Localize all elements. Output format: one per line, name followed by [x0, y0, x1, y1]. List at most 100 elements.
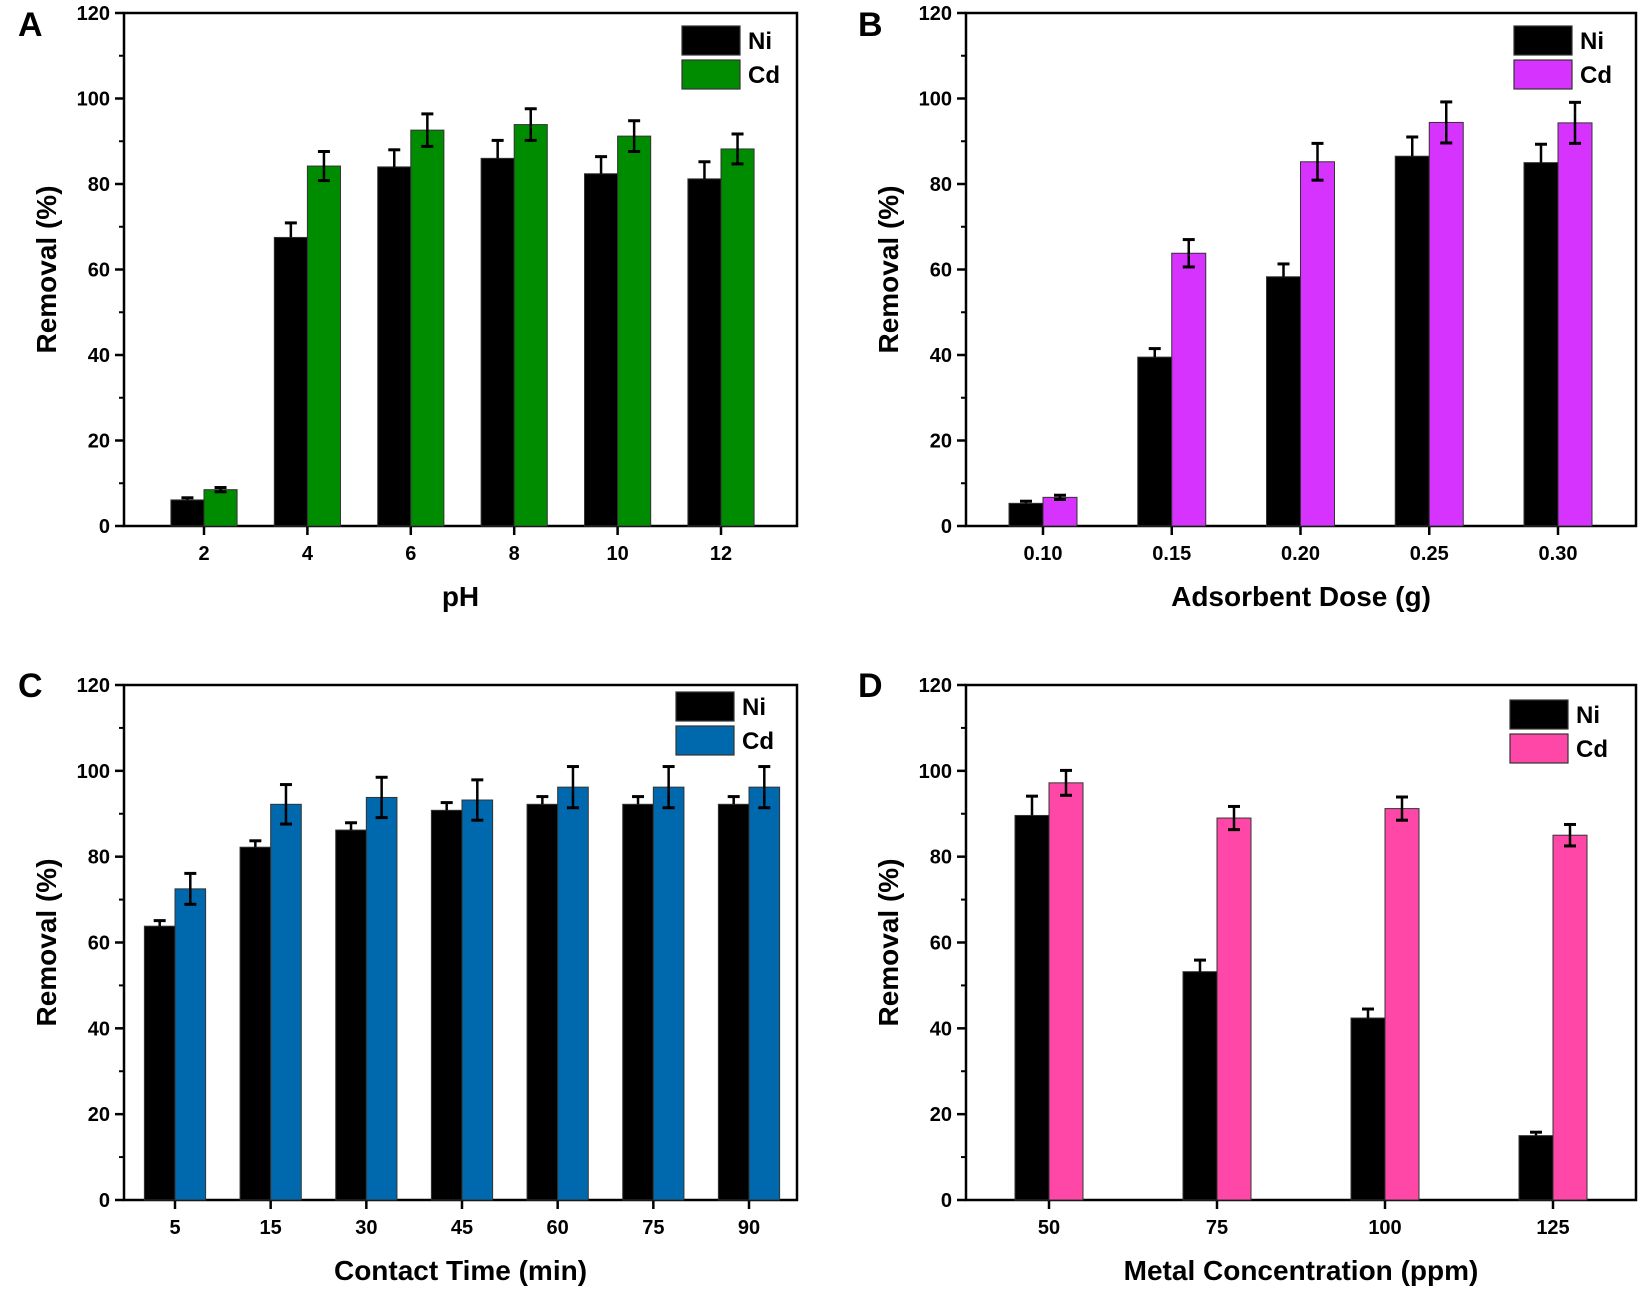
y-tick-label: 120 — [77, 675, 110, 697]
error-bar-ni — [388, 148, 401, 167]
bar-ni — [717, 803, 750, 1201]
error-bar-cd — [758, 765, 771, 810]
y-tick-label: 120 — [77, 3, 110, 25]
bar-cd — [513, 124, 548, 527]
y-tick-label: 60 — [930, 933, 952, 955]
bar-ni — [1266, 276, 1301, 527]
x-tick-label: 0.25 — [1410, 543, 1449, 565]
error-bar-ni — [181, 496, 194, 500]
x-tick-label: 100 — [1368, 1217, 1401, 1239]
y-tick-label: 80 — [88, 174, 110, 196]
y-tick-label: 60 — [88, 260, 110, 282]
x-tick-label: 8 — [509, 543, 520, 565]
bar-cd — [1384, 808, 1420, 1201]
y-tick-label: 40 — [88, 345, 110, 367]
bar-ni — [335, 829, 367, 1201]
legend-label-ni: Ni — [742, 694, 766, 721]
panel-c: C 0 20 40 60 80 100 120 Removal (%) 5 15 30 45 60 75 90… — [18, 667, 799, 1286]
bar-ni — [480, 157, 515, 527]
bar-ni — [377, 166, 412, 527]
y-tick-label: 120 — [919, 3, 952, 25]
y-tick-label: 80 — [930, 847, 952, 869]
y-tick-label: 20 — [930, 1104, 952, 1126]
bar-cd — [617, 135, 652, 527]
error-bar-cd — [421, 112, 434, 148]
bar-ni — [1008, 502, 1044, 527]
error-bar-cd — [214, 486, 227, 494]
y-tick-label: 80 — [88, 847, 110, 869]
bar-cd — [1042, 496, 1078, 527]
bar-cd — [461, 799, 494, 1201]
x-tick-label: 0.10 — [1024, 543, 1063, 565]
bar-cd — [1552, 834, 1588, 1201]
error-bar-ni — [632, 795, 645, 805]
x-tick-label: 90 — [738, 1217, 760, 1239]
error-bar-cd — [471, 778, 484, 822]
error-bar-ni — [1406, 135, 1419, 157]
error-bar-cd — [317, 150, 330, 183]
error-bar-ni — [491, 138, 504, 159]
y-tick-label: 0 — [99, 516, 110, 538]
error-bar-cd — [1060, 768, 1072, 797]
legend-label-cd: Cd — [742, 728, 774, 755]
bar-cd — [1428, 121, 1464, 527]
error-bar-ni — [153, 919, 166, 927]
bar-ni — [430, 809, 463, 1201]
bar-cd — [203, 489, 238, 527]
bar-ni — [273, 236, 308, 527]
legend-label-ni: Ni — [748, 28, 772, 55]
error-bar-cd — [1311, 141, 1324, 182]
bar-ni — [1182, 971, 1218, 1201]
bar-ni — [1518, 1135, 1554, 1201]
bar-ni — [170, 499, 205, 527]
error-bar-ni — [1362, 1007, 1374, 1019]
bar-cd — [748, 786, 781, 1201]
x-tick-label: 2 — [198, 543, 209, 565]
x-tick-label: 5 — [169, 1217, 180, 1239]
y-tick-label: 60 — [930, 260, 952, 282]
x-axis-label: Metal Concentration (ppm) — [1124, 1255, 1479, 1286]
error-bar-ni — [1530, 1130, 1542, 1136]
y-tick-label: 0 — [99, 1190, 110, 1212]
y-axis-label: Removal (%) — [31, 185, 62, 353]
legend: Ni Cd — [681, 25, 780, 90]
bar-cd — [306, 165, 341, 527]
x-tick-label: 75 — [642, 1217, 664, 1239]
y-tick-label: 20 — [930, 431, 952, 453]
error-bar-cd — [628, 119, 641, 154]
x-tick-label: 125 — [1536, 1217, 1569, 1239]
x-tick-label: 0.20 — [1281, 543, 1320, 565]
bar-cd — [1300, 161, 1335, 527]
legend-swatch-cd — [1509, 733, 1569, 764]
bar-ni — [1350, 1017, 1386, 1201]
legend-swatch-ni — [675, 691, 735, 722]
bar-cd — [1048, 782, 1084, 1201]
legend-swatch-cd — [1513, 59, 1573, 90]
bar-ni — [1394, 155, 1430, 527]
y-tick-label: 0 — [941, 1190, 952, 1212]
y-tick-label: 100 — [919, 761, 952, 783]
error-bar-ni — [1277, 262, 1290, 277]
bar-cd — [1171, 252, 1207, 527]
legend-swatch-cd — [675, 725, 735, 756]
legend: Ni Cd — [1513, 25, 1612, 90]
bar-ni — [687, 178, 722, 527]
panel-label: A — [18, 6, 43, 44]
y-tick-label: 40 — [930, 345, 952, 367]
error-bar-cd — [1228, 804, 1240, 832]
x-tick-label: 4 — [302, 543, 314, 565]
error-bar-ni — [440, 801, 453, 811]
legend: Ni Cd — [675, 691, 774, 756]
legend: Ni Cd — [1509, 699, 1608, 764]
y-tick-label: 20 — [88, 1104, 110, 1126]
y-tick-label: 100 — [919, 89, 952, 111]
error-bar-cd — [1182, 238, 1195, 269]
x-tick-label: 75 — [1206, 1217, 1228, 1239]
error-bar-ni — [595, 155, 608, 174]
panel-a: A 0 20 40 60 80 100 120 Removal (%) 2 4 6 8 10 12 pH Ni C… — [18, 3, 799, 612]
x-tick-label: 50 — [1038, 1217, 1060, 1239]
x-axis-label: Adsorbent Dose (g) — [1171, 581, 1431, 612]
x-tick-label: 0.30 — [1539, 543, 1578, 565]
bar-cd — [652, 786, 685, 1201]
